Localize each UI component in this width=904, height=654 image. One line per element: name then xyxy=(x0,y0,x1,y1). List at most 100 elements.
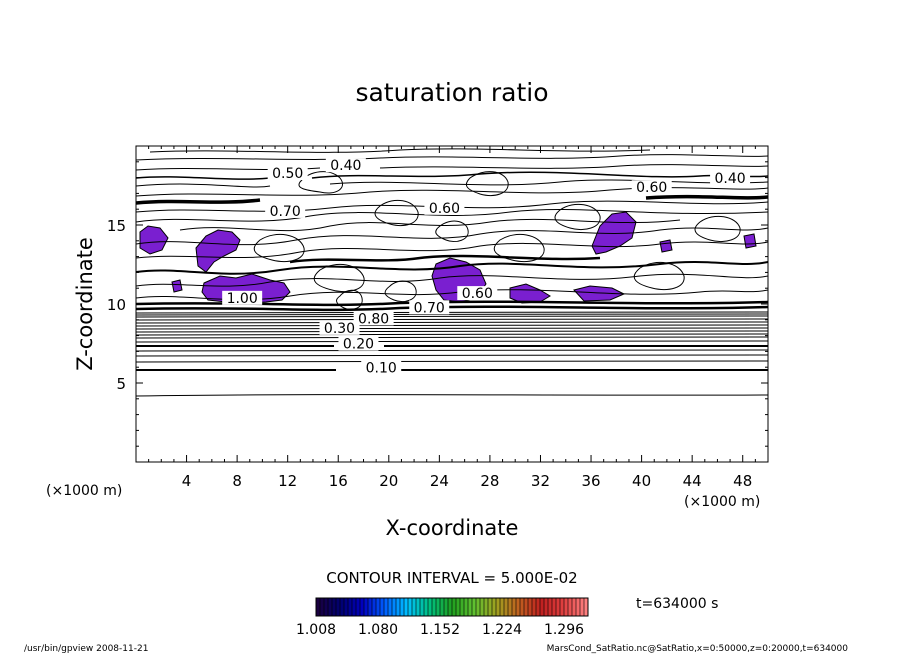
contour-label-bg xyxy=(457,286,498,301)
contour-label: 0.10 xyxy=(366,360,397,376)
colorbar-cell xyxy=(384,598,388,616)
colorbar-cell xyxy=(460,598,464,616)
contour-label-bg xyxy=(265,203,306,218)
contour-label-bg xyxy=(338,336,379,351)
colorbar-cell xyxy=(464,598,468,616)
colorbar-cell xyxy=(556,598,560,616)
contour-label: 1.00 xyxy=(227,291,258,307)
colorbar-cell xyxy=(408,598,412,616)
x-unit-right: (×1000 m) xyxy=(684,494,760,510)
colorbar-cell xyxy=(364,598,368,616)
contour-label: 0.70 xyxy=(414,300,445,316)
contour-line xyxy=(136,336,768,339)
colorbar-cell xyxy=(572,598,576,616)
contour-line xyxy=(136,154,768,161)
y-tick-label: 5 xyxy=(116,375,126,393)
contour-line xyxy=(136,394,768,397)
contour-line xyxy=(493,233,545,262)
contour-line xyxy=(136,324,768,327)
x-tick-label: 32 xyxy=(531,472,550,490)
colorbar-cell xyxy=(564,598,568,616)
contour-label: 0.40 xyxy=(714,171,745,187)
contour-line xyxy=(633,261,685,290)
x-tick-label: 8 xyxy=(232,472,242,490)
colorbar-cell xyxy=(444,598,448,616)
contour-line xyxy=(136,315,768,318)
colorbar-cell xyxy=(584,598,588,616)
contour-label: 0.60 xyxy=(636,180,667,196)
contour-label: 0.80 xyxy=(358,311,389,327)
contour-line xyxy=(136,368,768,372)
colorbar-cell xyxy=(432,598,436,616)
colorbar-cell xyxy=(340,598,344,616)
y-axis-label: Z-coordinate xyxy=(73,237,97,371)
contour-line xyxy=(136,333,768,336)
contour-labels: 0.10 0.200.30 0.40 0.50 0.70 0.40 0.60 0.60 0.80… xyxy=(222,158,751,376)
contour-line xyxy=(465,171,509,196)
y-tick-label: 10 xyxy=(107,296,126,314)
plot-area: 0.10 0.200.30 0.40 0.50 0.70 0.40 0.60 0.60 0.80… xyxy=(136,146,768,462)
colorbar-cell xyxy=(456,598,460,616)
colorbar-cell xyxy=(544,598,548,616)
colorbar-cell xyxy=(396,598,400,616)
colorbar-cell xyxy=(448,598,452,616)
colorbar-cell xyxy=(476,598,480,616)
colorbar-cell xyxy=(488,598,492,616)
colorbar-cell xyxy=(420,598,424,616)
colorbar-cell xyxy=(372,598,376,616)
contour-label: 0.50 xyxy=(272,166,303,182)
colorbar-cell xyxy=(516,598,520,616)
colorbar-cell xyxy=(532,598,536,616)
colorbar-frame xyxy=(315,597,589,617)
contour-label-bg xyxy=(267,166,308,181)
contour-label-bg xyxy=(319,320,360,335)
colorbar-cell xyxy=(548,598,552,616)
colorbar-tick-label: 1.152 xyxy=(420,622,460,638)
x-axis-label: X-coordinate xyxy=(386,516,519,540)
footer-right: MarsCond_SatRatio.nc@SatRatio,x=0:50000,… xyxy=(547,644,849,654)
contour-line xyxy=(149,148,651,153)
colorbar-cell xyxy=(332,598,336,616)
colorbar-cell xyxy=(480,598,484,616)
x-tick-label: 44 xyxy=(683,472,702,490)
contour-label-bg xyxy=(361,360,402,375)
x-tick-label: 40 xyxy=(632,472,651,490)
contour-label: 0.60 xyxy=(462,286,493,302)
colorbar-cell xyxy=(336,598,340,616)
contour-line xyxy=(136,321,768,324)
colorbar-cell xyxy=(320,598,324,616)
colorbar-cell xyxy=(524,598,528,616)
contour-line xyxy=(136,194,768,205)
contour-label: 0.20 xyxy=(343,337,374,353)
contour-line xyxy=(136,318,768,321)
colorbar-cell xyxy=(344,598,348,616)
contour-line xyxy=(289,254,601,264)
contour-label-bg xyxy=(631,180,672,195)
x-tick-label: 16 xyxy=(329,472,348,490)
contour-line xyxy=(298,171,343,194)
colorbar-tick-label: 1.296 xyxy=(544,622,584,638)
colorbar-cell xyxy=(568,598,572,616)
y-ticks: 5 10 15 xyxy=(107,161,768,447)
colorbar-cell xyxy=(540,598,544,616)
contour-line xyxy=(435,220,469,243)
contour-line xyxy=(136,305,768,312)
colorbar-cell xyxy=(416,598,420,616)
contour-line xyxy=(136,327,768,330)
x-tick-label: 48 xyxy=(733,472,752,490)
colorbar-cell xyxy=(404,598,408,616)
x-tick-label: 36 xyxy=(581,472,600,490)
contour-line xyxy=(136,340,768,343)
colorbar-cell xyxy=(380,598,384,616)
shaded-region xyxy=(659,239,673,253)
contour-line xyxy=(136,330,768,333)
colorbar-cell xyxy=(560,598,564,616)
contour-line xyxy=(136,261,768,275)
footer-left: /usr/bin/gpview 2008-11-21 xyxy=(24,644,148,654)
colorbar-cell xyxy=(428,598,432,616)
colorbar-cell xyxy=(504,598,508,616)
x-tick-label: 20 xyxy=(379,472,398,490)
contour-line xyxy=(136,354,768,357)
contour-label-bg xyxy=(710,170,751,185)
